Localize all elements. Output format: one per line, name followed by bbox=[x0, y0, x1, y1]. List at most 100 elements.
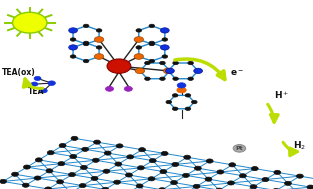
Circle shape bbox=[160, 170, 167, 174]
Circle shape bbox=[250, 185, 257, 189]
Circle shape bbox=[161, 45, 169, 50]
Text: H$_2$: H$_2$ bbox=[293, 139, 306, 152]
Circle shape bbox=[173, 77, 178, 81]
Circle shape bbox=[12, 172, 18, 176]
Circle shape bbox=[83, 24, 89, 28]
Circle shape bbox=[0, 179, 7, 184]
Circle shape bbox=[251, 167, 258, 171]
Circle shape bbox=[172, 162, 179, 167]
Circle shape bbox=[114, 180, 121, 184]
Circle shape bbox=[134, 54, 143, 59]
Circle shape bbox=[96, 55, 102, 58]
Circle shape bbox=[194, 68, 203, 74]
Circle shape bbox=[70, 38, 76, 41]
Circle shape bbox=[162, 46, 168, 49]
Circle shape bbox=[70, 55, 76, 58]
Circle shape bbox=[92, 158, 99, 162]
Circle shape bbox=[159, 188, 166, 189]
Text: TEA: TEA bbox=[28, 87, 45, 96]
Circle shape bbox=[195, 69, 201, 73]
Circle shape bbox=[206, 159, 213, 163]
Circle shape bbox=[57, 180, 64, 184]
Circle shape bbox=[83, 42, 89, 46]
Circle shape bbox=[229, 163, 236, 167]
Circle shape bbox=[103, 169, 110, 173]
Circle shape bbox=[163, 68, 173, 74]
Text: H$^+$: H$^+$ bbox=[274, 90, 289, 101]
Circle shape bbox=[22, 183, 29, 187]
Circle shape bbox=[94, 140, 100, 144]
Circle shape bbox=[71, 136, 78, 140]
Circle shape bbox=[23, 165, 30, 169]
Circle shape bbox=[188, 61, 193, 65]
Circle shape bbox=[188, 77, 193, 81]
Circle shape bbox=[34, 176, 41, 180]
Circle shape bbox=[205, 177, 212, 181]
Circle shape bbox=[124, 86, 132, 91]
Circle shape bbox=[184, 155, 191, 159]
Circle shape bbox=[233, 145, 246, 152]
Circle shape bbox=[145, 61, 150, 65]
Circle shape bbox=[160, 77, 165, 81]
Circle shape bbox=[136, 38, 141, 41]
Circle shape bbox=[148, 177, 155, 181]
Circle shape bbox=[127, 155, 134, 159]
Circle shape bbox=[149, 159, 156, 163]
Circle shape bbox=[161, 28, 169, 33]
Circle shape bbox=[136, 55, 141, 58]
Circle shape bbox=[173, 61, 178, 65]
Circle shape bbox=[149, 59, 155, 63]
Circle shape bbox=[239, 174, 246, 178]
Circle shape bbox=[136, 184, 143, 188]
Circle shape bbox=[126, 173, 132, 177]
Circle shape bbox=[162, 29, 168, 32]
Circle shape bbox=[115, 162, 122, 166]
Circle shape bbox=[149, 24, 155, 28]
Circle shape bbox=[161, 151, 168, 156]
Circle shape bbox=[307, 185, 313, 189]
Circle shape bbox=[48, 81, 55, 85]
Circle shape bbox=[96, 38, 102, 41]
Circle shape bbox=[194, 166, 201, 170]
Circle shape bbox=[185, 94, 191, 97]
Circle shape bbox=[95, 37, 104, 42]
Circle shape bbox=[135, 68, 145, 74]
Circle shape bbox=[166, 100, 172, 104]
Circle shape bbox=[59, 143, 66, 148]
Circle shape bbox=[162, 55, 168, 58]
Circle shape bbox=[162, 38, 168, 41]
Circle shape bbox=[96, 46, 102, 49]
Circle shape bbox=[70, 46, 76, 49]
Circle shape bbox=[167, 69, 173, 73]
Circle shape bbox=[139, 148, 146, 152]
Circle shape bbox=[136, 46, 141, 49]
Circle shape bbox=[70, 29, 76, 32]
Circle shape bbox=[80, 165, 87, 170]
Circle shape bbox=[34, 76, 41, 81]
Circle shape bbox=[217, 170, 224, 174]
Circle shape bbox=[228, 181, 234, 185]
Circle shape bbox=[95, 54, 104, 59]
Circle shape bbox=[102, 187, 109, 189]
Circle shape bbox=[165, 69, 171, 73]
Circle shape bbox=[46, 169, 53, 173]
Text: Pt: Pt bbox=[236, 146, 243, 151]
Circle shape bbox=[31, 82, 38, 86]
Circle shape bbox=[185, 107, 191, 110]
Circle shape bbox=[40, 89, 47, 93]
Circle shape bbox=[83, 41, 89, 45]
Circle shape bbox=[166, 68, 174, 74]
Circle shape bbox=[104, 151, 111, 155]
Circle shape bbox=[172, 94, 178, 97]
Circle shape bbox=[13, 12, 47, 33]
Text: e$^-$: e$^-$ bbox=[230, 68, 244, 78]
Circle shape bbox=[47, 151, 54, 155]
Circle shape bbox=[107, 59, 131, 73]
Circle shape bbox=[35, 158, 42, 162]
Circle shape bbox=[58, 162, 65, 166]
Circle shape bbox=[182, 173, 189, 177]
Circle shape bbox=[70, 154, 77, 159]
Circle shape bbox=[116, 144, 123, 148]
Circle shape bbox=[79, 184, 86, 188]
Circle shape bbox=[171, 180, 177, 185]
